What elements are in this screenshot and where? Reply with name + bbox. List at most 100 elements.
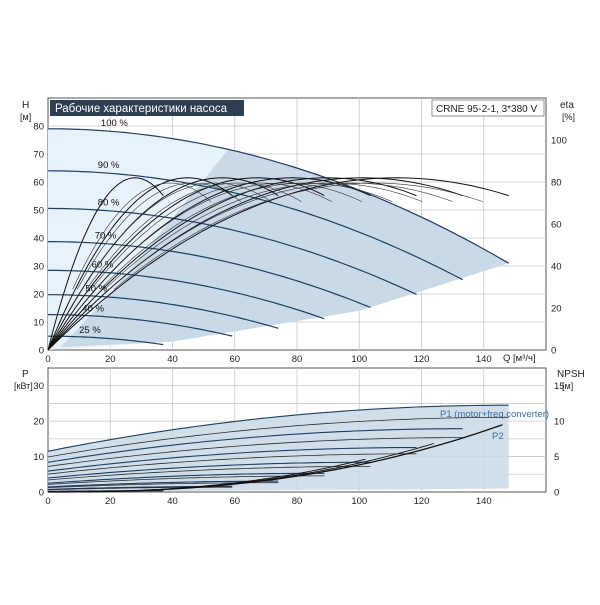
power-flow-tick-label: 120 (414, 496, 430, 507)
speed-label: 40 % (82, 304, 104, 315)
power-flow-tick-label: 140 (476, 496, 492, 507)
eta-curve-80 (47, 177, 417, 351)
chart-title: Рабочие характеристики насоса (55, 103, 228, 115)
eta-tick-label: 100 (551, 136, 567, 147)
p1-curve-100 (47, 404, 509, 452)
head-tick-label: 80 (33, 122, 44, 133)
efficiency-curves (47, 177, 509, 351)
head-curve-80 (47, 207, 417, 295)
power-flow-tick-label: 60 (229, 496, 240, 507)
power-curves (47, 404, 509, 493)
flow-tick-label: 120 (414, 354, 430, 365)
speed-label: 90 % (98, 160, 120, 171)
eta-curve-aux (95, 182, 363, 290)
head-tick-label: 0 (39, 346, 44, 357)
npsh-tick-label: 0 (554, 488, 559, 499)
eta-curve-aux (99, 182, 393, 290)
flow-tick-label: 0 (45, 354, 50, 365)
npsh-curve-reduced (48, 443, 435, 493)
head-tick-label: 10 (33, 318, 44, 329)
head-curve-100 (48, 128, 509, 264)
power-axis-unit: [кВт] (14, 381, 33, 391)
p1-curve-70 (47, 461, 371, 479)
flow-tick-label: 80 (292, 354, 303, 365)
flow-tick-label: 60 (229, 354, 240, 365)
head-axis-unit: [м] (20, 112, 31, 122)
speed-label: 60 % (92, 259, 114, 270)
p2-curve-100 (47, 417, 509, 458)
eta-curve-aux (76, 182, 242, 290)
p2-curve-90 (47, 437, 463, 467)
head-curve-40 (48, 314, 233, 337)
p2-series-label: P2 (492, 431, 504, 442)
head-tick-label: 20 (33, 290, 44, 301)
head-tick-label: 60 (33, 178, 44, 189)
power-tick-label: 20 (33, 417, 44, 428)
eta-tick-label: 60 (551, 220, 562, 231)
power-tick-label: 0 (39, 488, 44, 499)
speed-label: 100 % (101, 118, 128, 129)
npsh-axis-unit: [м] (562, 381, 573, 391)
flow-tick-label: 100 (351, 354, 367, 365)
eta-curve-aux (90, 182, 332, 290)
eta-curve-aux (109, 182, 453, 290)
eta-curve-60 (47, 177, 325, 351)
eta-curve-aux (104, 182, 423, 290)
eta-curve-aux (86, 182, 302, 290)
head-tick-label: 40 (33, 234, 44, 245)
head-axis-symbol: H (22, 100, 29, 111)
speed-label: 50 % (85, 284, 107, 295)
model-label: CRNE 95-2-1, 3*380 V (436, 104, 537, 115)
head-tick-label: 70 (33, 150, 44, 161)
head-tick-label: 30 (33, 262, 44, 273)
eta-tick-label: 40 (551, 262, 562, 273)
flow-tick-label: 40 (167, 354, 178, 365)
operating-range-dark (60, 149, 509, 348)
p2-curve-80 (47, 453, 417, 475)
speed-label: 25 % (79, 325, 101, 336)
title-background (50, 100, 244, 116)
power-tick-label: 10 (33, 452, 44, 463)
operating-range-band (48, 128, 509, 350)
head-tick-label: 50 (33, 206, 44, 217)
flow-tick-label: 20 (105, 354, 116, 365)
npsh-tick-label: 10 (554, 417, 565, 428)
power-tick-labels: 0 20 40 60 80 100 120 140 0 10 20 30 0 5 10 15 (33, 381, 564, 507)
eta-curve-40 (47, 177, 233, 351)
eta-curve-25 (47, 177, 164, 351)
p1-curve-90 (47, 428, 463, 463)
npsh-tick-label: 15 (554, 381, 565, 392)
eta-axis-unit: [%] (562, 112, 575, 122)
head-tick-labels: 0 20 40 60 80 100 120 140 0 10 20 30 40 50 60 70 80 0 20 40… (33, 122, 566, 366)
head-curve-25 (48, 335, 164, 346)
flow-tick-label: 140 (476, 354, 492, 365)
power-flow-tick-label: 0 (45, 496, 50, 507)
power-flow-tick-label: 80 (292, 496, 303, 507)
head-curve-50 (48, 294, 279, 329)
p1-curve-50 (47, 480, 279, 488)
eta-tick-label: 20 (551, 304, 562, 315)
head-curves: 100 %90 %80 %70 %60 %50 %40 %25 % (47, 118, 509, 346)
p2-curve-60 (47, 475, 325, 485)
p1-series-label: P1 (motor+freq.converter) (440, 409, 549, 420)
power-flow-tick-label: 20 (105, 496, 116, 507)
power-flow-tick-label: 100 (351, 496, 367, 507)
power-axis-symbol: P (22, 369, 29, 380)
flow-axis-label: Q [м³/ч] (503, 353, 536, 364)
npsh-tick-label: 5 (554, 452, 559, 463)
model-box (431, 99, 545, 117)
p1-curve-80 (47, 447, 417, 472)
eta-curve-aux (72, 182, 211, 290)
p1-curve-60 (47, 472, 325, 484)
npsh-axis-symbol: NPSH (557, 369, 585, 380)
speed-label: 80 % (98, 197, 120, 208)
eta-axis-symbol: eta (560, 100, 574, 111)
eta-tick-label: 80 (551, 178, 562, 189)
power-range-band-fill (48, 405, 509, 492)
p2-curve-70 (47, 466, 371, 481)
eta-curve-aux (81, 182, 272, 290)
power-flow-tick-label: 40 (167, 496, 178, 507)
eta-tick-label: 0 (551, 346, 556, 357)
